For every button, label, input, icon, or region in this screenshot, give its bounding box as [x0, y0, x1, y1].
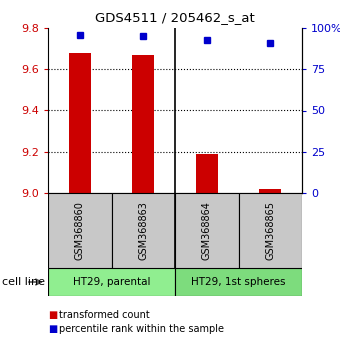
Text: GSM368860: GSM368860: [75, 201, 85, 260]
Text: cell line: cell line: [2, 277, 45, 287]
Text: GSM368864: GSM368864: [202, 201, 212, 260]
Text: GSM368863: GSM368863: [138, 201, 148, 260]
Bar: [238, 193, 302, 268]
Text: HT29, 1st spheres: HT29, 1st spheres: [191, 277, 286, 287]
Bar: [132, 55, 154, 193]
Text: ■: ■: [48, 324, 57, 334]
Bar: [48, 193, 112, 268]
Text: percentile rank within the sample: percentile rank within the sample: [59, 324, 224, 334]
Bar: [69, 53, 91, 193]
Text: GSM368865: GSM368865: [265, 201, 275, 260]
Bar: [112, 193, 175, 268]
Text: ■: ■: [48, 310, 57, 320]
Text: transformed count: transformed count: [59, 310, 150, 320]
Bar: [175, 193, 238, 268]
Text: HT29, parental: HT29, parental: [73, 277, 150, 287]
Bar: [195, 154, 218, 193]
Bar: [259, 189, 282, 193]
Title: GDS4511 / 205462_s_at: GDS4511 / 205462_s_at: [95, 11, 255, 24]
Bar: [48, 268, 175, 296]
Bar: [175, 268, 302, 296]
